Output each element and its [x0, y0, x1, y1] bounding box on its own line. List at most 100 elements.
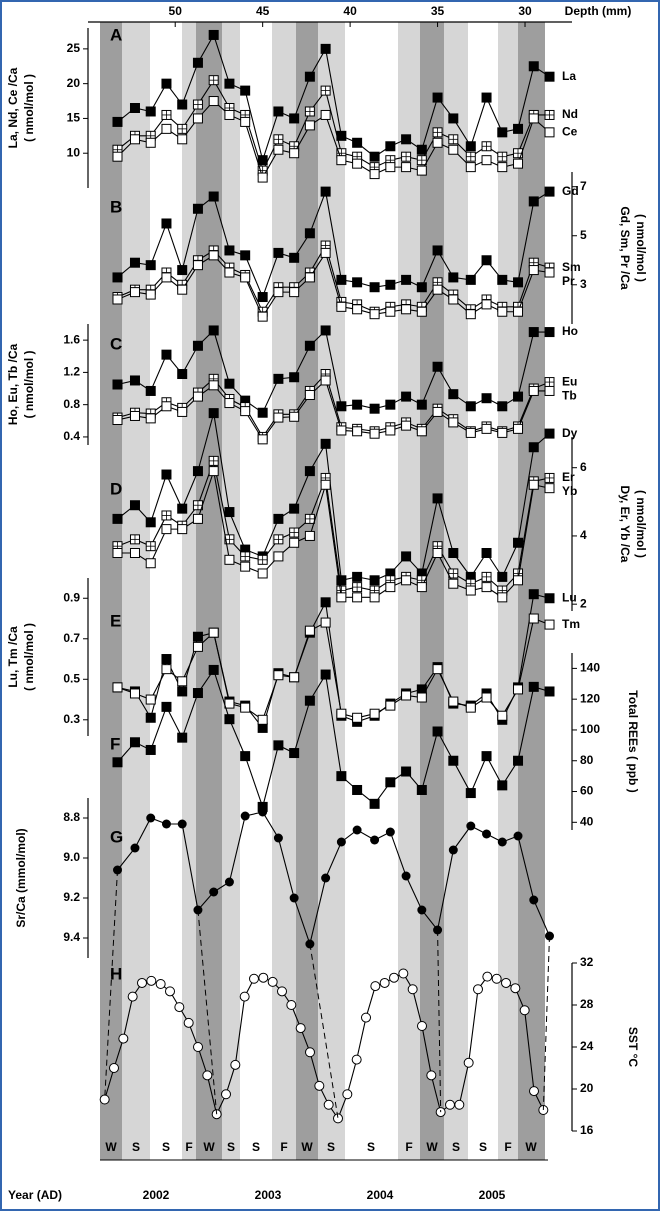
data-point — [208, 96, 219, 107]
data-point — [369, 282, 380, 293]
marker-square — [528, 327, 539, 338]
data-point — [155, 979, 166, 989]
marker-square — [528, 196, 539, 207]
connector — [437, 929, 442, 1113]
marker-square — [112, 272, 123, 283]
data-point — [320, 375, 331, 386]
y-tick-label: 100 — [580, 722, 600, 736]
marker-square — [336, 401, 347, 412]
data-point — [192, 391, 203, 402]
marker-square — [320, 375, 331, 386]
data-point — [289, 113, 300, 124]
marker-square — [161, 469, 172, 480]
data-point — [401, 690, 412, 701]
marker-square — [112, 682, 123, 693]
data-point — [161, 664, 172, 675]
data-point — [323, 1099, 334, 1110]
season-band-light — [182, 22, 196, 1160]
marker-square — [448, 755, 459, 766]
data-point — [465, 151, 476, 162]
data-point — [129, 257, 140, 268]
data-point — [145, 694, 156, 705]
data-point — [501, 977, 511, 988]
data-point — [161, 109, 172, 120]
data-point — [401, 304, 412, 315]
marker-square — [177, 503, 188, 514]
marker-square — [416, 582, 427, 593]
data-point — [448, 845, 458, 855]
data-point — [183, 1017, 194, 1028]
marker-square — [273, 670, 284, 681]
marker-square — [208, 408, 219, 419]
data-point — [385, 162, 396, 173]
series-label: Nd — [562, 107, 578, 121]
data-point — [497, 427, 508, 438]
marker-square — [497, 127, 508, 138]
data-point — [369, 592, 380, 603]
data-point — [145, 558, 156, 569]
marker-square — [416, 282, 427, 293]
marker-square — [544, 593, 555, 604]
data-point — [336, 155, 347, 166]
y-tick-label: 6 — [580, 460, 587, 474]
data-point — [130, 843, 140, 853]
y-tick-label: 24 — [580, 1039, 594, 1053]
panel-letter: C — [110, 334, 122, 353]
data-point — [510, 983, 521, 994]
marker-square — [304, 625, 315, 636]
data-point — [448, 294, 459, 305]
marker-square — [432, 726, 443, 737]
data-point — [544, 109, 555, 120]
marker-square — [129, 500, 140, 511]
data-point — [416, 155, 427, 166]
data-point — [257, 311, 268, 322]
data-point — [416, 165, 427, 176]
data-point — [448, 548, 459, 558]
data-point — [192, 340, 203, 351]
data-point — [528, 327, 539, 338]
data-point — [544, 483, 555, 494]
data-point — [352, 592, 363, 603]
data-point — [379, 977, 390, 988]
marker-square — [208, 466, 219, 477]
data-point — [497, 592, 508, 603]
marker-square — [369, 309, 380, 320]
marker-square — [289, 503, 300, 514]
marker-square — [224, 109, 235, 120]
panel-letter: G — [110, 827, 123, 846]
marker-square — [432, 137, 443, 148]
data-point — [481, 423, 492, 434]
marker-square — [112, 757, 123, 768]
data-point — [481, 393, 492, 404]
marker-square — [352, 304, 363, 315]
season-band-dark — [296, 22, 318, 1160]
data-point — [289, 537, 300, 548]
data-point — [289, 411, 300, 422]
data-point — [465, 309, 476, 320]
data-point — [177, 503, 188, 514]
marker-square — [401, 391, 412, 402]
y-tick-label: 25 — [67, 41, 81, 55]
marker-square — [401, 304, 412, 315]
data-point — [286, 1000, 297, 1010]
data-point — [289, 252, 300, 263]
panel-letter: A — [110, 25, 122, 44]
data-point — [336, 301, 347, 312]
data-point — [109, 1063, 119, 1073]
marker-square — [544, 327, 555, 338]
marker-square — [528, 681, 539, 692]
data-point — [401, 391, 412, 402]
data-point — [161, 654, 172, 665]
data-point — [528, 196, 539, 207]
marker-square — [273, 513, 284, 524]
y-tick-label: 32 — [580, 955, 594, 969]
data-point — [304, 120, 315, 131]
data-point — [416, 784, 427, 795]
panel-letter: B — [110, 197, 122, 216]
data-point — [192, 57, 203, 68]
data-point — [528, 613, 539, 624]
depth-tick-label: 45 — [256, 4, 270, 18]
marker-square — [432, 284, 443, 295]
marker-square — [369, 708, 380, 719]
marker-square — [448, 272, 459, 283]
